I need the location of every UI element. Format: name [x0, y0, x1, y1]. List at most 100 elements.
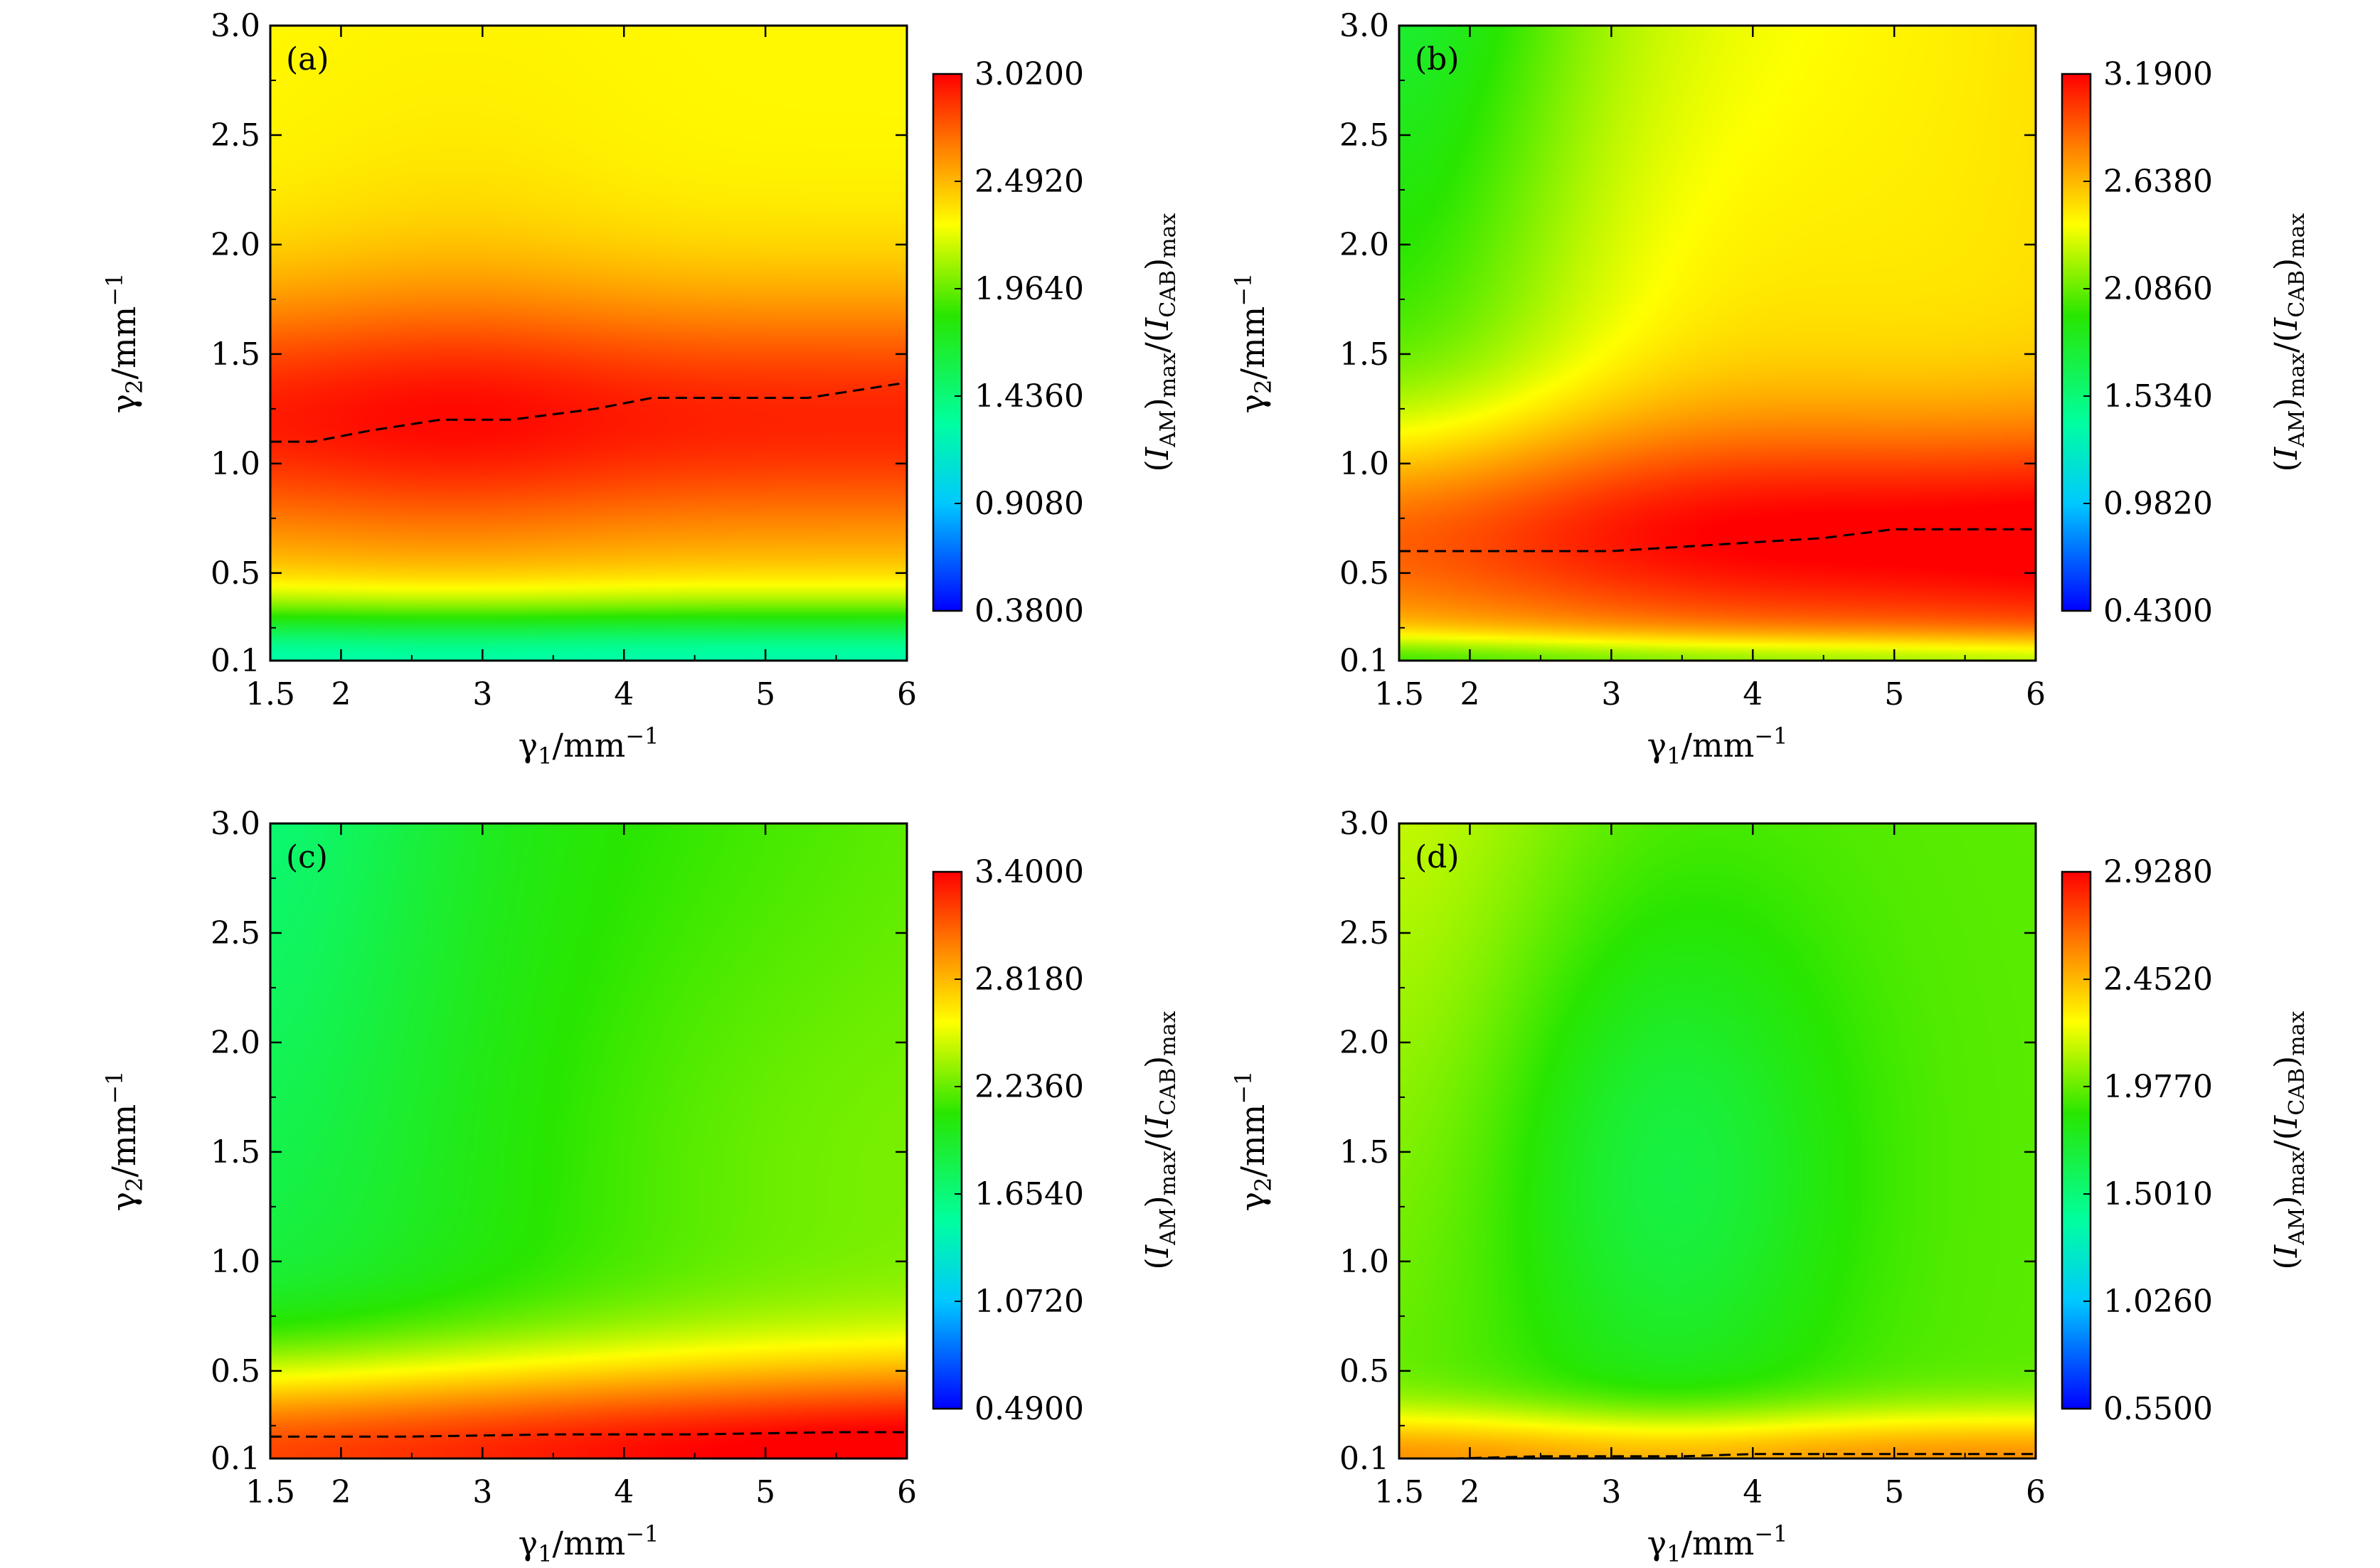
- y-label-unit: /mm: [105, 306, 143, 380]
- cb-label-max2: max: [2285, 1010, 2310, 1055]
- cb-label-i1: I: [2268, 1244, 2305, 1258]
- y-label-unit: /mm: [1233, 306, 1272, 380]
- panel-label: (d): [1415, 839, 1460, 875]
- y-label-exponent: −1: [101, 1071, 128, 1104]
- colorbar: 0.43000.98201.53402.08602.63803.1900(IAM…: [2061, 56, 2310, 629]
- y-tick-label: 3.0: [1339, 806, 1389, 842]
- x-tick-label: 5: [1884, 1474, 1904, 1510]
- y-tick-label: 1.0: [1339, 446, 1389, 482]
- y-axis-label: γ2/mm−1: [101, 1071, 148, 1212]
- y-tick-label: 2.0: [1339, 1025, 1389, 1061]
- x-tick-label: 4: [1743, 1474, 1763, 1510]
- cb-label-i2: I: [2268, 316, 2305, 331]
- x-tick-label: 3: [1601, 676, 1621, 713]
- cb-label-max2: max: [1156, 1010, 1181, 1055]
- cb-label-paren: (: [2268, 459, 2305, 471]
- colorbar-tick-label: 2.2360: [974, 1069, 1084, 1105]
- cb-label-sub1: AM: [1156, 410, 1181, 447]
- cb-label-i2: I: [1139, 316, 1176, 331]
- optimum-dashed-line: [1399, 528, 2036, 553]
- x-tick-label: 2: [331, 676, 351, 713]
- y-tick-label: 2.5: [1339, 117, 1389, 154]
- y-tick-label: 0.5: [1339, 1353, 1389, 1390]
- y-axis-label: γ2/mm−1: [1230, 273, 1277, 414]
- y-label-subscript: 2: [1250, 1178, 1277, 1192]
- panel-b: 1.5 2 3 4 5 60.10.51.01.52.02.53.0(b)γ1/mm−1γ…: [1230, 8, 2310, 769]
- x-tick-label: 6: [897, 676, 917, 713]
- panel-label: (a): [286, 41, 329, 78]
- x-tick-label: 2: [1460, 676, 1479, 713]
- y-tick-label: 0.5: [211, 555, 260, 592]
- y-label-subscript: 2: [121, 380, 148, 394]
- y-tick-label: 1.5: [211, 336, 260, 373]
- cb-label-max1: max: [1156, 353, 1181, 398]
- y-label-exponent: −1: [1230, 273, 1257, 306]
- colorbar-tick-label: 1.0260: [2103, 1284, 2213, 1320]
- x-tick-label: 4: [614, 676, 634, 713]
- heatmap-field: [270, 26, 907, 661]
- colorbar: 0.38000.90801.43601.96402.49203.0200(IAM…: [932, 56, 1181, 629]
- cb-label-paren: ): [1139, 1195, 1176, 1207]
- x-label-unit: /mm: [552, 726, 625, 764]
- y-label-unit: /mm: [1233, 1104, 1272, 1178]
- y-label-exponent: −1: [1230, 1071, 1257, 1104]
- y-tick-label: 3.0: [211, 8, 260, 44]
- colorbar-tick-label: 0.5500: [2103, 1391, 2213, 1427]
- panel-label: (b): [1415, 41, 1460, 78]
- plot-frame: [269, 24, 908, 662]
- colorbar-tick-label: 0.9820: [2103, 486, 2213, 522]
- colorbar-label: (IAM)max/(ICAB)max: [2268, 213, 2310, 471]
- y-label-subscript: 2: [121, 1178, 148, 1192]
- x-label-unit: /mm: [552, 1524, 625, 1562]
- colorbar: 0.49001.07201.65402.23602.81803.4000(IAM…: [932, 854, 1181, 1427]
- x-tick-label: 1.5: [1374, 1474, 1424, 1510]
- y-tick-label: 2.0: [211, 1025, 260, 1061]
- colorbar-tick-label: 0.4300: [2103, 593, 2213, 629]
- colorbar-tick-label: 2.9280: [2103, 854, 2213, 890]
- x-tick-label: 1.5: [245, 676, 295, 713]
- y-tick-label: 0.1: [211, 1441, 260, 1477]
- x-label-symbol: γ: [519, 1524, 538, 1562]
- cb-label-i1: I: [2268, 446, 2305, 460]
- x-label-exponent: −1: [625, 722, 659, 750]
- cb-label-slash: /(: [1139, 1128, 1176, 1151]
- x-label-subscript: 1: [1667, 742, 1681, 769]
- plot-frame: [269, 822, 908, 1460]
- cb-label-i1: I: [1139, 446, 1176, 460]
- panel-label: (c): [286, 839, 328, 875]
- colorbar-tick-label: 2.6380: [2103, 164, 2213, 200]
- cb-label-paren: ): [2268, 398, 2305, 410]
- x-label-exponent: −1: [1754, 1520, 1787, 1547]
- y-label-symbol: γ: [1233, 1192, 1272, 1212]
- x-axis-label: γ1/mm−1: [519, 722, 659, 769]
- y-axis-label: γ2/mm−1: [101, 273, 148, 414]
- y-tick-label: 2.0: [211, 227, 260, 263]
- x-label-exponent: −1: [1754, 722, 1787, 750]
- y-label-exponent: −1: [101, 273, 128, 306]
- x-tick-label: 1.5: [1374, 676, 1424, 713]
- plot-frame: [1398, 24, 2037, 662]
- colorbar-label: (IAM)max/(ICAB)max: [1139, 213, 1181, 471]
- x-label-unit: /mm: [1681, 1524, 1754, 1562]
- cb-label-sub1: AM: [2285, 1207, 2310, 1245]
- y-label-symbol: γ: [105, 394, 143, 414]
- colorbar-tick-label: 3.0200: [974, 56, 1084, 92]
- panel-d: 1.5 2 3 4 5 60.10.51.01.52.02.53.0(d)γ1/mm−1γ…: [1230, 806, 2310, 1567]
- colorbar: 0.55001.02601.50101.97702.45202.9280(IAM…: [2061, 854, 2310, 1427]
- cb-label-sub1: AM: [2285, 410, 2310, 447]
- colorbar-tick-label: 3.1900: [2103, 56, 2213, 92]
- colorbar-tick-label: 1.5010: [2103, 1176, 2213, 1212]
- colorbar-tick-label: 1.9770: [2103, 1069, 2213, 1105]
- x-tick-label: 6: [2026, 676, 2046, 713]
- colorbar-gradient: [2061, 73, 2092, 612]
- y-tick-label: 0.1: [1339, 1441, 1389, 1477]
- x-tick-label: 3: [1601, 1474, 1621, 1510]
- cb-label-paren: (: [2268, 1257, 2305, 1269]
- y-label-unit: /mm: [105, 1104, 143, 1178]
- cb-label-max1: max: [2285, 1151, 2310, 1195]
- x-tick-label: 2: [331, 1474, 351, 1510]
- cb-label-max1: max: [2285, 353, 2310, 398]
- colorbar-label: (IAM)max/(ICAB)max: [2268, 1010, 2310, 1269]
- y-tick-label: 0.1: [1339, 643, 1389, 679]
